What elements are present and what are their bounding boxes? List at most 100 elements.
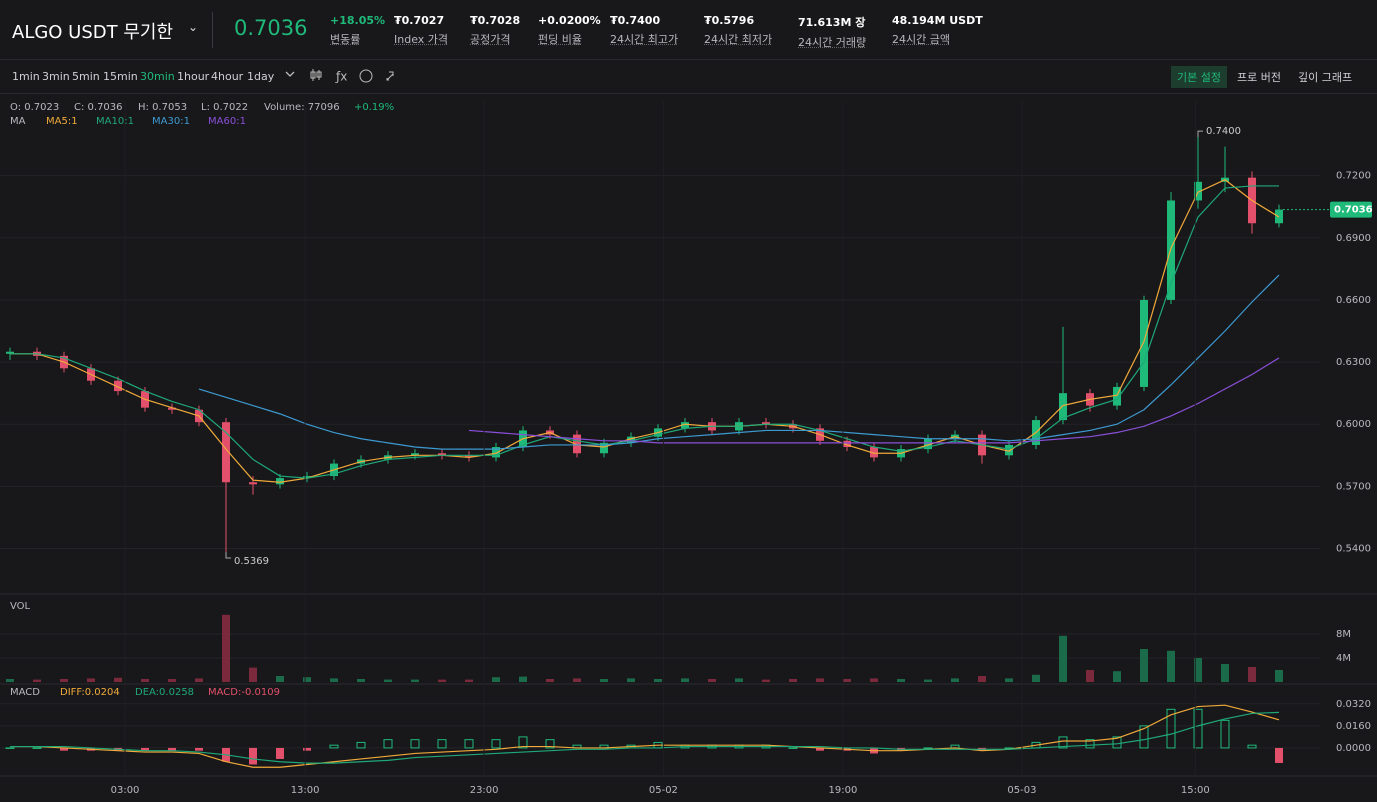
legend-entry: MA60:1 <box>208 116 246 127</box>
volume-bar <box>330 678 338 682</box>
candle-body <box>465 455 473 458</box>
stat-label: 펀딩 비율 <box>538 33 582 46</box>
macd-bar <box>1275 747 1283 763</box>
macd-bar <box>32 747 42 749</box>
stat-value: ₮0.5796 <box>704 14 755 27</box>
interval-button[interactable]: 1day <box>247 70 275 83</box>
indicator-icon[interactable]: ƒx <box>335 70 347 84</box>
min-label: 0.5369 <box>234 556 269 567</box>
header: ALGO USDT 무기한 ⌄ 0.7036 +18.05% 변동률 ₮0.7027… <box>0 0 1377 60</box>
stat: ₮0.7400 24시간 최고가 <box>610 14 678 47</box>
candle-body <box>870 447 878 458</box>
ohlc-info: L: 0.7022 <box>201 102 248 113</box>
volume-bar <box>1059 635 1067 682</box>
volume-bar <box>195 678 203 682</box>
volume-bar <box>843 679 851 682</box>
separator <box>212 12 213 48</box>
volume-bar <box>1167 650 1175 682</box>
volume-bar <box>276 676 284 682</box>
volume-bar <box>654 679 662 682</box>
volume-bar <box>411 679 419 682</box>
candle-body <box>1194 181 1202 201</box>
stat: +0.0200% 펀딩 비율 <box>538 14 601 47</box>
macd-bar <box>410 739 420 749</box>
ma-line <box>10 185 1279 479</box>
symbol-title[interactable]: ALGO USDT 무기한 <box>12 22 174 43</box>
x-tick-label: 05-02 <box>649 785 678 796</box>
interval-button[interactable]: 15min <box>103 70 138 83</box>
volume-bar <box>627 678 635 682</box>
fullscreen-icon[interactable] <box>386 71 394 81</box>
stat-value: +18.05% <box>330 14 386 27</box>
volume-bar <box>735 678 743 682</box>
volume-bar <box>1032 674 1040 682</box>
candle-body <box>276 478 284 485</box>
legend-entry: DEA:0.0258 <box>135 687 194 698</box>
candle-body <box>492 447 500 458</box>
volume-bar <box>1140 649 1148 682</box>
stat-label: 변동률 <box>330 33 361 46</box>
volume-bar <box>60 679 68 682</box>
ohlc-info: Volume: 77096 <box>264 102 340 113</box>
stat-label: 24시간 최고가 <box>610 33 679 46</box>
interval-button[interactable]: 5min <box>72 70 100 83</box>
symbol-dropdown[interactable]: ⌄ <box>188 20 199 34</box>
volume-bar <box>222 614 230 682</box>
volume-bar <box>897 679 905 682</box>
candle-body <box>1113 386 1121 406</box>
volume-bar <box>384 679 392 682</box>
interval-button[interactable]: 3min <box>42 70 70 83</box>
volume-bar <box>357 679 365 682</box>
volume-bar <box>762 679 770 682</box>
candle-body <box>411 453 419 456</box>
macd-bar <box>5 747 15 749</box>
last-price: 0.7036 <box>234 16 308 40</box>
stat: 71.613M 장 24시간 거래량 <box>798 14 866 50</box>
interval-button[interactable]: 30min <box>140 70 175 83</box>
candle-body <box>1140 299 1148 387</box>
y-tick-label: 0.6000 <box>1336 419 1371 430</box>
macd-bar <box>329 744 339 749</box>
y-tick-label: 0.7200 <box>1336 171 1371 182</box>
macd-bar <box>1220 719 1230 749</box>
y-tick-label: 0.0000 <box>1336 743 1371 754</box>
view-button[interactable]: 프로 버전 <box>1237 71 1281 84</box>
x-tick-label: 05-03 <box>1007 785 1036 796</box>
min-marker <box>225 551 231 559</box>
volume-bar <box>1194 658 1202 682</box>
volume-bar <box>951 678 959 682</box>
candle-type-icon[interactable] <box>310 69 322 81</box>
stat-label: 공정가격 <box>470 33 511 46</box>
interval-button[interactable]: 1min <box>12 70 40 83</box>
panel-title: VOL <box>10 601 31 612</box>
tool-icons: ƒx <box>285 69 394 84</box>
interval-button[interactable]: 1hour <box>177 70 210 83</box>
candle-body <box>573 434 581 454</box>
volume-bar <box>249 667 257 682</box>
volume-bar <box>87 678 95 682</box>
volume-bar <box>33 679 41 682</box>
macd-bar <box>491 739 501 749</box>
legend-entry: MACD:-0.0109 <box>208 687 280 698</box>
candle-body <box>438 453 446 456</box>
y-tick-label: 0.0320 <box>1336 699 1371 710</box>
macd-bar <box>1085 739 1095 749</box>
more-intervals[interactable] <box>285 71 295 77</box>
y-tick-label: 0.6600 <box>1336 295 1371 306</box>
macd-bar <box>141 747 149 751</box>
stat-value: 48.194M USDT <box>892 14 983 27</box>
candle-body <box>168 407 176 410</box>
view-button[interactable]: 깊이 그래프 <box>1298 71 1353 84</box>
stat-label: 24시간 최저가 <box>704 33 773 46</box>
x-tick-label: 13:00 <box>291 785 320 796</box>
candle-body <box>1005 444 1013 456</box>
macd-bar <box>518 736 528 749</box>
settings-icon[interactable] <box>359 69 373 83</box>
last-price-label: 0.7036 <box>1334 205 1373 216</box>
ma-line <box>468 357 1280 444</box>
view-button[interactable]: 기본 설정 <box>1171 66 1227 88</box>
interval-button[interactable]: 4hour <box>211 70 244 83</box>
legend-entry: DIFF:0.0204 <box>60 687 120 698</box>
stat: ₮0.7027 Index 가격 <box>394 14 448 47</box>
stat-label: 24시간 금액 <box>892 33 950 46</box>
